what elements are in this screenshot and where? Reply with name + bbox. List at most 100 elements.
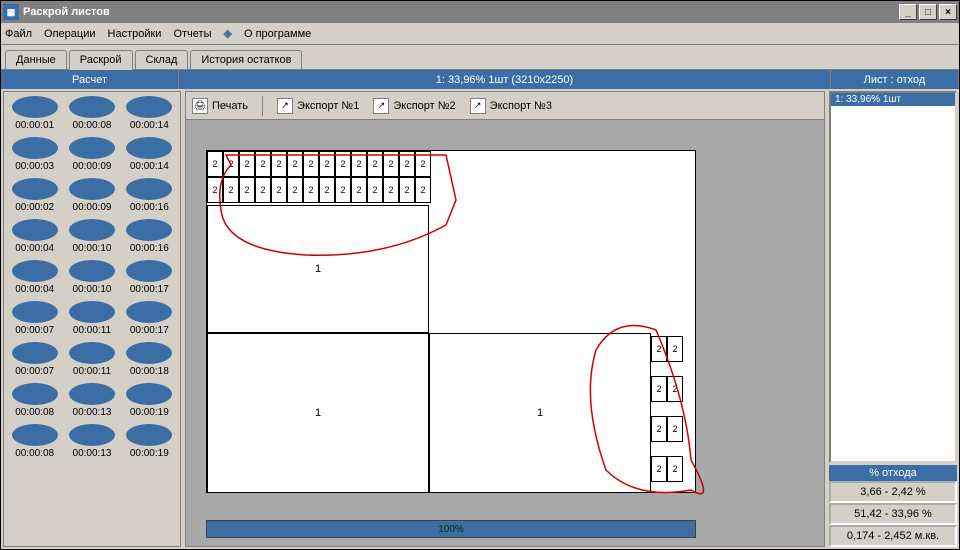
time-item[interactable]: 00:00:10 [65, 219, 118, 254]
time-ellipse [69, 96, 115, 118]
sheet-list[interactable]: 1: 33,96% 1шт [829, 91, 957, 463]
tab-data[interactable]: Данные [5, 50, 67, 69]
time-item[interactable]: 00:00:04 [8, 260, 61, 295]
small-cell: 2 [271, 151, 287, 177]
time-ellipse [69, 342, 115, 364]
toolbar: 🖨 Печать ↗ Экспорт №1 ↗ Экспорт №2 ↗ Экс… [186, 92, 824, 120]
small-cell: 2 [351, 177, 367, 203]
time-label: 00:00:16 [130, 202, 169, 213]
export-icon: ↗ [277, 98, 293, 114]
time-item[interactable]: 00:00:09 [65, 137, 118, 172]
time-item[interactable]: 00:00:08 [8, 383, 61, 418]
small-cell: 2 [367, 151, 383, 177]
time-ellipse [69, 137, 115, 159]
small-cell: 2 [651, 416, 667, 442]
print-button[interactable]: 🖨 Печать [192, 98, 248, 114]
time-ellipse [126, 260, 172, 282]
time-item[interactable]: 00:00:07 [8, 301, 61, 336]
time-label: 00:00:11 [73, 325, 111, 336]
time-item[interactable]: 00:00:09 [65, 178, 118, 213]
small-cell: 2 [319, 151, 335, 177]
time-item[interactable]: 00:00:07 [8, 342, 61, 377]
small-cell: 2 [319, 177, 335, 203]
stats-row: 0,174 - 2,452 м.кв. [829, 525, 957, 547]
time-ellipse [126, 383, 172, 405]
small-row: 22 [651, 456, 683, 482]
time-item[interactable]: 00:00:01 [8, 96, 61, 131]
time-ellipse [12, 424, 58, 446]
time-item[interactable]: 00:00:11 [65, 342, 118, 377]
small-cell: 2 [239, 177, 255, 203]
small-cell: 2 [335, 151, 351, 177]
time-ellipse [12, 301, 58, 323]
small-cell: 2 [303, 151, 319, 177]
time-item[interactable]: 00:00:14 [123, 96, 176, 131]
small-cell: 2 [255, 177, 271, 203]
small-cell: 2 [223, 151, 239, 177]
small-row: 22 [651, 416, 683, 442]
small-cell: 2 [667, 376, 683, 402]
export3-button[interactable]: ↗ Экспорт №3 [470, 98, 552, 114]
time-item[interactable]: 00:00:11 [65, 301, 118, 336]
time-item[interactable]: 00:00:13 [65, 383, 118, 418]
time-item[interactable]: 00:00:17 [123, 260, 176, 295]
menu-file[interactable]: Файл [5, 28, 32, 40]
small-cell: 2 [383, 177, 399, 203]
time-ellipse [126, 424, 172, 446]
tabbar: Данные Раскрой Склад История остатков [1, 45, 959, 69]
menu-settings[interactable]: Настройки [108, 28, 162, 40]
list-item[interactable]: 1: 33,96% 1шт [831, 93, 955, 106]
small-cell: 2 [223, 177, 239, 203]
time-ellipse [12, 137, 58, 159]
time-panel: 00:00:0100:00:0800:00:1400:00:0300:00:09… [3, 91, 181, 547]
time-label: 00:00:01 [15, 120, 54, 131]
close-button[interactable]: × [939, 4, 957, 20]
time-item[interactable]: 00:00:14 [123, 137, 176, 172]
small-row: 22 [651, 336, 683, 362]
small-cell: 2 [287, 151, 303, 177]
tab-warehouse[interactable]: Склад [135, 50, 189, 69]
time-label: 00:00:08 [15, 448, 54, 459]
menu-reports[interactable]: Отчеты [173, 28, 211, 40]
time-item[interactable]: 00:00:08 [8, 424, 61, 459]
export1-button[interactable]: ↗ Экспорт №1 [277, 98, 359, 114]
small-cell: 2 [335, 177, 351, 203]
app-icon: ▦ [3, 4, 19, 20]
time-item[interactable]: 00:00:08 [65, 96, 118, 131]
minimize-button[interactable]: _ [899, 4, 917, 20]
cut-panel: 1 [207, 205, 429, 333]
time-label: 00:00:03 [15, 161, 54, 172]
time-item[interactable]: 00:00:03 [8, 137, 61, 172]
time-item[interactable]: 00:00:17 [123, 301, 176, 336]
menu-operations[interactable]: Операции [44, 28, 95, 40]
cut-panel: 1 [429, 333, 651, 493]
time-item[interactable]: 00:00:18 [123, 342, 176, 377]
menubar: Файл Операции Настройки Отчеты ◈ О прогр… [1, 23, 959, 45]
time-item[interactable]: 00:00:04 [8, 219, 61, 254]
export2-button[interactable]: ↗ Экспорт №2 [373, 98, 455, 114]
tab-history[interactable]: История остатков [190, 50, 302, 69]
time-label: 00:00:07 [15, 366, 54, 377]
progress-fill: 100% [207, 521, 695, 537]
small-cell: 2 [287, 177, 303, 203]
small-cell: 2 [271, 177, 287, 203]
time-item[interactable]: 00:00:16 [123, 178, 176, 213]
time-label: 00:00:10 [73, 243, 112, 254]
tab-cutting[interactable]: Раскрой [69, 50, 133, 70]
time-ellipse [126, 342, 172, 364]
small-cell: 2 [667, 456, 683, 482]
small-cell: 2 [351, 151, 367, 177]
time-item[interactable]: 00:00:16 [123, 219, 176, 254]
time-item[interactable]: 00:00:19 [123, 383, 176, 418]
time-item[interactable]: 00:00:19 [123, 424, 176, 459]
small-cell: 2 [207, 177, 223, 203]
time-item[interactable]: 00:00:10 [65, 260, 118, 295]
menu-about[interactable]: О программе [244, 28, 311, 40]
header-strip: Расчет 1: 33,96% 1шт (3210х2250) Лист : … [1, 69, 959, 89]
time-label: 00:00:13 [73, 407, 112, 418]
header-info: 1: 33,96% 1шт (3210х2250) [179, 70, 831, 89]
time-label: 00:00:10 [73, 284, 112, 295]
time-item[interactable]: 00:00:02 [8, 178, 61, 213]
time-item[interactable]: 00:00:13 [65, 424, 118, 459]
maximize-button[interactable]: □ [919, 4, 937, 20]
